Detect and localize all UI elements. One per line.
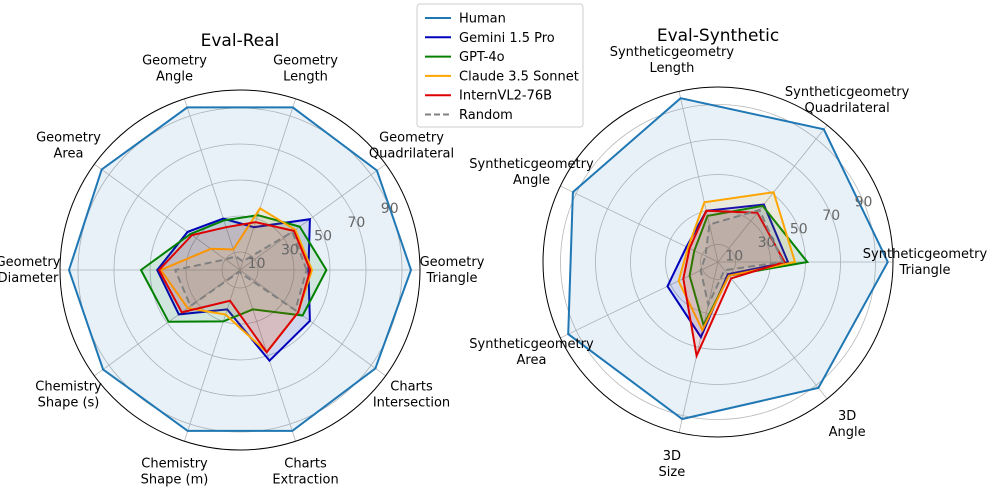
- legend-label-gpt-4o: GPT-4o: [459, 50, 505, 65]
- category-label-syntheticgeometry-quadrilateral: Syntheticgeometry Quadrilateral: [785, 85, 910, 116]
- chart-legend: Human Gemini 1.5 Pro GPT-4o Claude 3.5 Sonn…: [416, 3, 584, 128]
- series-gpt-4o-polygon: [139, 214, 328, 323]
- category-label-geometry-diameter: Geometry Diameter: [0, 255, 61, 286]
- grid-spoke: [183, 269, 241, 442]
- legend-box: [416, 3, 584, 128]
- chart-title: Eval-Synthetic: [657, 26, 779, 46]
- category-label-geometry-quadrilateral: Geometry Quadrilateral: [369, 130, 454, 161]
- category-label-geometry-area: Geometry Area: [36, 130, 101, 161]
- legend-label-human: Human: [459, 12, 506, 27]
- radial-tick-label: 50: [314, 229, 332, 245]
- grid-spoke: [560, 185, 719, 263]
- grid-spoke: [239, 98, 297, 271]
- chart-title: Eval-Real: [201, 31, 280, 51]
- series-human-polygon: [567, 97, 889, 421]
- category-label-syntheticgeometry-length: Syntheticgeometry Length: [610, 45, 735, 76]
- radial-tick-label: 90: [381, 201, 399, 217]
- grid-spoke: [94, 163, 241, 271]
- series-human-polygon: [67, 106, 413, 432]
- category-label-syntheticgeometry-triangle: Syntheticgeometry Triangle: [863, 247, 988, 278]
- grid-spoke: [183, 98, 241, 271]
- grid-spoke: [239, 269, 297, 442]
- category-label-charts-extraction: Charts Extraction: [272, 457, 338, 488]
- category-label-geometry-triangle: Geometry Triangle: [420, 255, 485, 286]
- radial-tick-label: 30: [758, 235, 776, 251]
- grid-spoke: [94, 269, 241, 377]
- grid-spoke: [717, 261, 828, 400]
- series-gemini-1-5-pro-polygon: [156, 217, 311, 363]
- category-label-syntheticgeometry-angle: Syntheticgeometry Angle: [469, 157, 594, 188]
- series-random-polygon: [173, 230, 308, 312]
- radial-tick-label: 70: [347, 215, 365, 231]
- grid-spoke: [560, 261, 719, 339]
- category-label-chemistry-shape-m: Chemistry Shape (m): [141, 457, 209, 488]
- grid-spoke: [678, 91, 719, 263]
- category-label-geometry-length: Geometry Length: [273, 53, 338, 84]
- outer-frame: [542, 86, 894, 438]
- category-label-charts-intersection: Charts Intersection: [373, 380, 450, 411]
- radial-tick-label: 10: [248, 256, 266, 272]
- category-label-3d-size: 3D Size: [659, 449, 686, 480]
- radial-tick-label: 70: [822, 208, 840, 224]
- series-internvl2-76b-polygon: [157, 221, 312, 354]
- legend-label-claude-3-5-sonnet: Claude 3.5 Sonnet: [459, 69, 579, 84]
- radial-tick-label: 10: [725, 248, 743, 264]
- legend-label-internvl2-76b: InternVL2-76B: [459, 89, 552, 104]
- radial-tick-label: 90: [855, 195, 873, 211]
- legend-label-random: Random: [459, 108, 513, 123]
- grid-spoke: [717, 124, 828, 263]
- eval-real-radar-chart: Eval-Real 10 30 50 70 90 Geometry Triangle Geome…: [0, 31, 485, 488]
- grid-spoke: [239, 163, 386, 271]
- series-random-polygon: [699, 208, 785, 308]
- category-label-chemistry-shape-s: Chemistry Shape (s): [35, 380, 102, 411]
- outer-frame: [59, 89, 421, 451]
- category-label-geometry-angle: Geometry Angle: [142, 53, 207, 84]
- radial-tick-label: 30: [281, 242, 299, 258]
- grid-spoke: [239, 269, 386, 377]
- grid-spoke: [678, 261, 719, 433]
- radial-tick-label: 50: [790, 222, 808, 238]
- category-label-3d-angle: 3D Angle: [829, 409, 866, 440]
- legend-label-gemini-1-5-pro: Gemini 1.5 Pro: [459, 31, 555, 46]
- category-label-syntheticgeometry-area: Syntheticgeometry Area: [469, 337, 594, 368]
- eval-synthetic-radar-chart: Eval-Synthetic 10 30 50 70 90 Syntheticgeometr…: [469, 26, 987, 480]
